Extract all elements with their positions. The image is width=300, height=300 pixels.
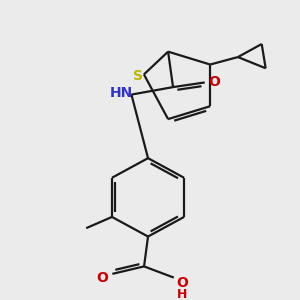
Text: O: O bbox=[176, 276, 188, 290]
Text: HN: HN bbox=[110, 86, 133, 100]
Text: O: O bbox=[97, 271, 108, 285]
Text: S: S bbox=[133, 69, 143, 83]
Text: O: O bbox=[209, 75, 220, 89]
Text: H: H bbox=[176, 288, 187, 300]
